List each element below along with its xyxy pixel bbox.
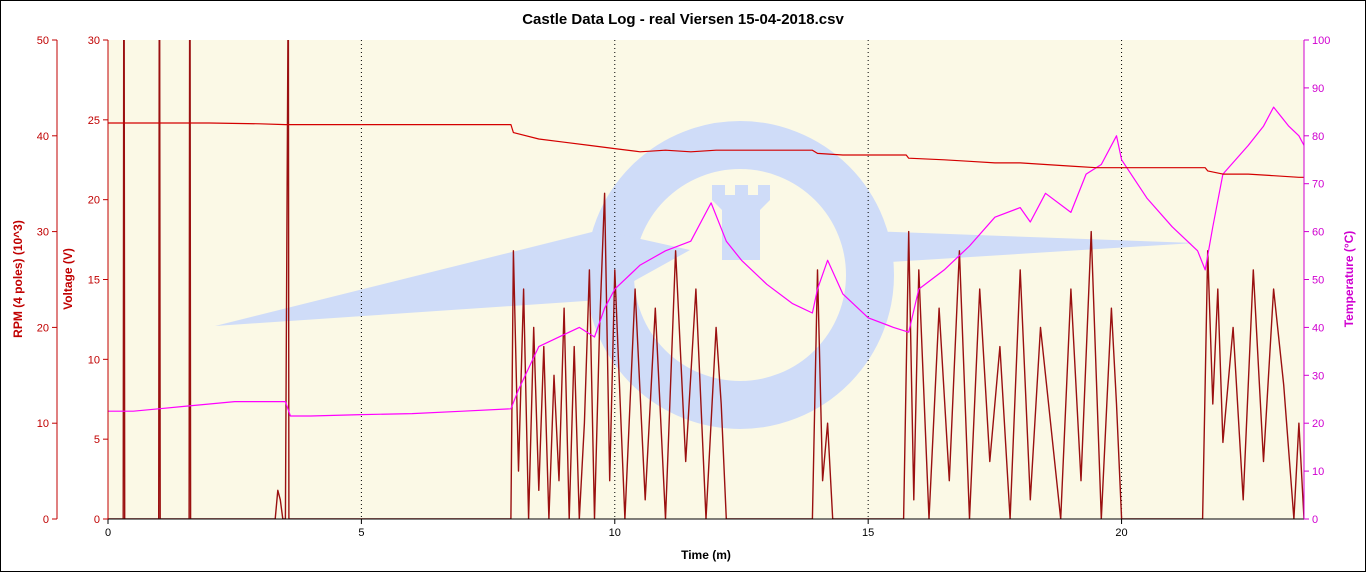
rpm-tick-label: 40 (37, 131, 49, 143)
temperature-tick-label: 20 (1312, 418, 1324, 430)
rpm-tick-label: 50 (37, 35, 49, 47)
x-tick-label: 5 (358, 527, 364, 539)
rpm-axis-label: RPM (4 poles) (10^3) (11, 220, 25, 338)
temperature-tick-label: 70 (1312, 179, 1324, 191)
temperature-tick-label: 100 (1312, 35, 1330, 47)
voltage-axis-label: Voltage (V) (61, 248, 75, 310)
series-layer (108, 40, 1304, 519)
chart-title: Castle Data Log - real Viersen 15-04-201… (522, 11, 844, 28)
voltage-tick-label: 15 (88, 275, 100, 287)
voltage-tick-label: 5 (94, 434, 100, 446)
temperature-series-line (108, 106, 1304, 417)
voltage-tick-label: 20 (88, 195, 100, 207)
temperature-tick-label: 0 (1312, 514, 1318, 526)
temperature-tick-label: 80 (1312, 131, 1324, 143)
x-axis-label: Time (m) (681, 548, 731, 562)
axes: 0 5 10 15 20 0 10 20 30 40 50 0 5 10 15 20 25 30 0 10 20 30 40… (37, 35, 1331, 539)
rpm-tick-label: 20 (37, 322, 49, 334)
voltage-tick-label: 10 (88, 354, 100, 366)
temperature-axis-label: Temperature (°C) (1342, 231, 1356, 328)
temperature-tick-label: 40 (1312, 322, 1324, 334)
rpm-tick-label: 10 (37, 418, 49, 430)
temperature-tick-label: 10 (1312, 466, 1324, 478)
temperature-tick-label: 90 (1312, 83, 1324, 95)
watermark-wing-right (840, 230, 1195, 262)
watermark-wing-left (215, 230, 690, 326)
voltage-tick-label: 25 (88, 115, 100, 127)
temperature-tick-label: 50 (1312, 275, 1324, 287)
temperature-tick-label: 60 (1312, 227, 1324, 239)
x-tick-label: 10 (609, 527, 621, 539)
voltage-series-line (108, 122, 1304, 178)
rpm-series-line (108, 40, 1304, 519)
x-tick-label: 20 (1115, 527, 1127, 539)
watermark-logo (215, 121, 1195, 429)
rpm-tick-label: 30 (37, 227, 49, 239)
voltage-tick-label: 30 (88, 35, 100, 47)
x-tick-label: 0 (105, 527, 111, 539)
rpm-tick-label: 0 (43, 514, 49, 526)
x-tick-label: 15 (862, 527, 874, 539)
temperature-tick-label: 30 (1312, 370, 1324, 382)
voltage-tick-label: 0 (94, 514, 100, 526)
